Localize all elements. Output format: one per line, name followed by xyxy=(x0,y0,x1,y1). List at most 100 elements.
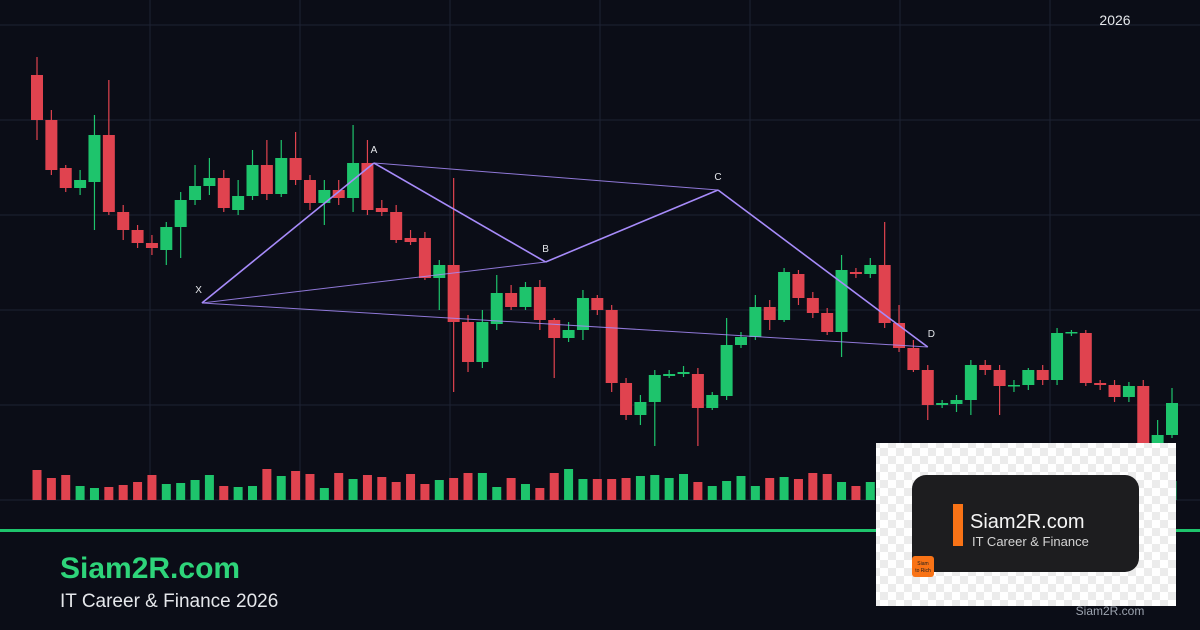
candle-body xyxy=(246,165,259,196)
volume-bar xyxy=(664,478,674,500)
candle-body xyxy=(490,293,503,324)
volume-bar xyxy=(621,478,631,500)
brand-title: Siam2R.com xyxy=(60,552,240,585)
candle-body xyxy=(591,298,604,310)
volume-bar xyxy=(176,483,186,500)
logo-icon-bottom: to Rich xyxy=(915,568,931,574)
volume-bar xyxy=(463,473,473,500)
pattern-leg xyxy=(373,162,719,191)
volume-bar xyxy=(319,488,329,500)
logo-title: Siam2R.com xyxy=(970,511,1084,533)
candle-body xyxy=(232,196,245,210)
candle-body xyxy=(663,374,676,376)
volume-bar xyxy=(592,479,602,500)
pattern-leg xyxy=(201,162,375,304)
volume-bar xyxy=(564,469,574,500)
pattern-label: D xyxy=(928,329,935,340)
candle-body xyxy=(677,372,690,374)
candle-body xyxy=(1151,435,1164,445)
volume-bar xyxy=(520,484,530,500)
candle-body xyxy=(404,238,417,242)
candle-body xyxy=(260,165,273,194)
candle-body xyxy=(88,135,101,182)
volume-bar xyxy=(750,486,760,500)
candle-body xyxy=(706,395,719,408)
candle-body xyxy=(45,120,58,170)
separator xyxy=(0,529,1200,532)
candle-body xyxy=(117,212,130,230)
candle-body xyxy=(821,313,834,332)
candle-body xyxy=(921,370,934,405)
candle-body xyxy=(1108,385,1121,397)
volume-bar xyxy=(104,487,114,500)
volume-bar xyxy=(75,486,85,500)
candle-body xyxy=(1036,370,1049,380)
volume-bar xyxy=(233,487,243,500)
candle-body xyxy=(217,178,230,208)
candle-body xyxy=(533,287,546,320)
volume-bar xyxy=(161,484,171,500)
logo-subtitle: IT Career & Finance xyxy=(972,534,1089,549)
pattern-leg xyxy=(545,189,719,263)
candle-body xyxy=(174,200,187,227)
logo-icon xyxy=(912,556,934,577)
candle-body xyxy=(74,180,87,188)
brand-subtitle: IT Career & Finance 2026 xyxy=(60,591,278,612)
candle-body xyxy=(418,238,431,278)
volume-bar xyxy=(765,478,775,500)
candle-body xyxy=(375,208,388,212)
candle-body xyxy=(878,265,891,323)
volume-bar xyxy=(291,471,301,500)
volume-bar xyxy=(506,478,516,500)
volume-bar xyxy=(262,469,272,500)
candle-body xyxy=(691,374,704,408)
candle-body xyxy=(59,168,72,188)
candle-body xyxy=(763,307,776,320)
candle-body xyxy=(562,330,575,338)
pattern-leg xyxy=(373,162,546,263)
candle-body xyxy=(792,274,805,298)
volume-bar xyxy=(707,486,717,500)
volume-bar xyxy=(492,487,502,500)
candle-body xyxy=(648,375,661,402)
candle-body xyxy=(476,322,489,362)
volume-bar xyxy=(377,477,387,500)
volume-bar xyxy=(147,475,157,500)
year-label: 2026 xyxy=(1099,12,1130,28)
candle-body xyxy=(1022,370,1035,385)
candle-body xyxy=(189,186,202,200)
candle-body xyxy=(778,272,791,320)
candle-body xyxy=(849,272,862,274)
volume-bar xyxy=(118,485,128,500)
volume-bar xyxy=(348,479,358,500)
volume-bar xyxy=(549,473,559,500)
pattern-label: A xyxy=(371,145,378,156)
candle-body xyxy=(806,298,819,313)
volume-bar xyxy=(679,474,689,500)
pattern-label: X xyxy=(195,285,202,296)
volume-bar xyxy=(865,482,875,500)
volume-bar xyxy=(837,482,847,500)
candle-body xyxy=(303,180,316,203)
candle-body xyxy=(102,135,115,212)
candle-body xyxy=(160,227,173,250)
pattern-leg xyxy=(201,261,546,304)
candle-body xyxy=(749,307,762,337)
candle-body xyxy=(462,322,475,362)
volume-bar xyxy=(434,480,444,500)
candle-body xyxy=(131,230,144,243)
volume-bar xyxy=(693,482,703,500)
candle-body xyxy=(720,345,733,396)
volume-bar xyxy=(219,486,229,500)
candle-body xyxy=(332,190,345,198)
watermark: Siam2R.com xyxy=(1076,604,1145,618)
volume-bar xyxy=(32,470,42,500)
volume-bar xyxy=(578,479,588,500)
candle-body xyxy=(979,365,992,370)
logo-card xyxy=(912,475,1139,572)
volume-bar xyxy=(449,478,459,500)
volume-bar xyxy=(406,474,416,500)
candle-body xyxy=(275,158,288,194)
volume-bar xyxy=(248,486,258,500)
